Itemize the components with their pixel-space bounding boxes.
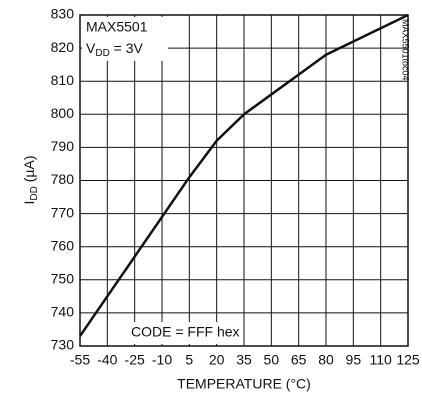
x-tick-label: 50	[264, 352, 280, 368]
data-line	[78, 13, 409, 337]
y-tick-label: 800	[51, 105, 75, 121]
annotation: MAX5501toc04	[401, 19, 411, 81]
annotation-part: DD	[95, 48, 109, 59]
plot-frame	[79, 14, 409, 347]
annotation-bg	[128, 322, 240, 344]
x-tick-label: 20	[209, 352, 225, 368]
x-tick-label: 110	[370, 352, 393, 368]
annotation: CODE = FFF hex	[131, 324, 240, 340]
y-tick-label: 790	[51, 138, 75, 154]
x-tick-label: -25	[125, 352, 145, 368]
x-axis-label: TEMPERATURE (°C)	[177, 376, 311, 392]
annotation: VDD = 3V	[86, 40, 144, 59]
y-tick-label: 820	[51, 39, 75, 55]
annotation-bg	[82, 17, 168, 61]
annotation-part: = 3V	[110, 40, 144, 56]
x-tick-label: 125	[396, 352, 420, 368]
x-tick-label: -40	[97, 352, 117, 368]
y-tick-label: 780	[51, 171, 75, 187]
annotation-part: V	[86, 40, 96, 56]
x-tick-label: -10	[152, 352, 172, 368]
y-tick-label: 730	[51, 337, 75, 353]
x-tick-label: 80	[318, 352, 334, 368]
annotation: MAX5501	[86, 19, 148, 35]
x-tick-label: 95	[346, 352, 362, 368]
y-tick-label: 740	[51, 304, 75, 320]
x-tick-label: -55	[70, 352, 90, 368]
y-tick-label: 810	[51, 72, 75, 88]
y-tick-label: 760	[51, 237, 75, 253]
x-tick-label: 35	[236, 352, 252, 368]
y-tick-label: 770	[51, 204, 75, 220]
y-axis-label: IDD (µA)	[21, 156, 40, 205]
x-tick-label: 65	[291, 352, 307, 368]
y-tick-label: 830	[51, 6, 75, 22]
y-tick-label: 750	[51, 271, 75, 287]
x-tick-label: 5	[185, 352, 193, 368]
